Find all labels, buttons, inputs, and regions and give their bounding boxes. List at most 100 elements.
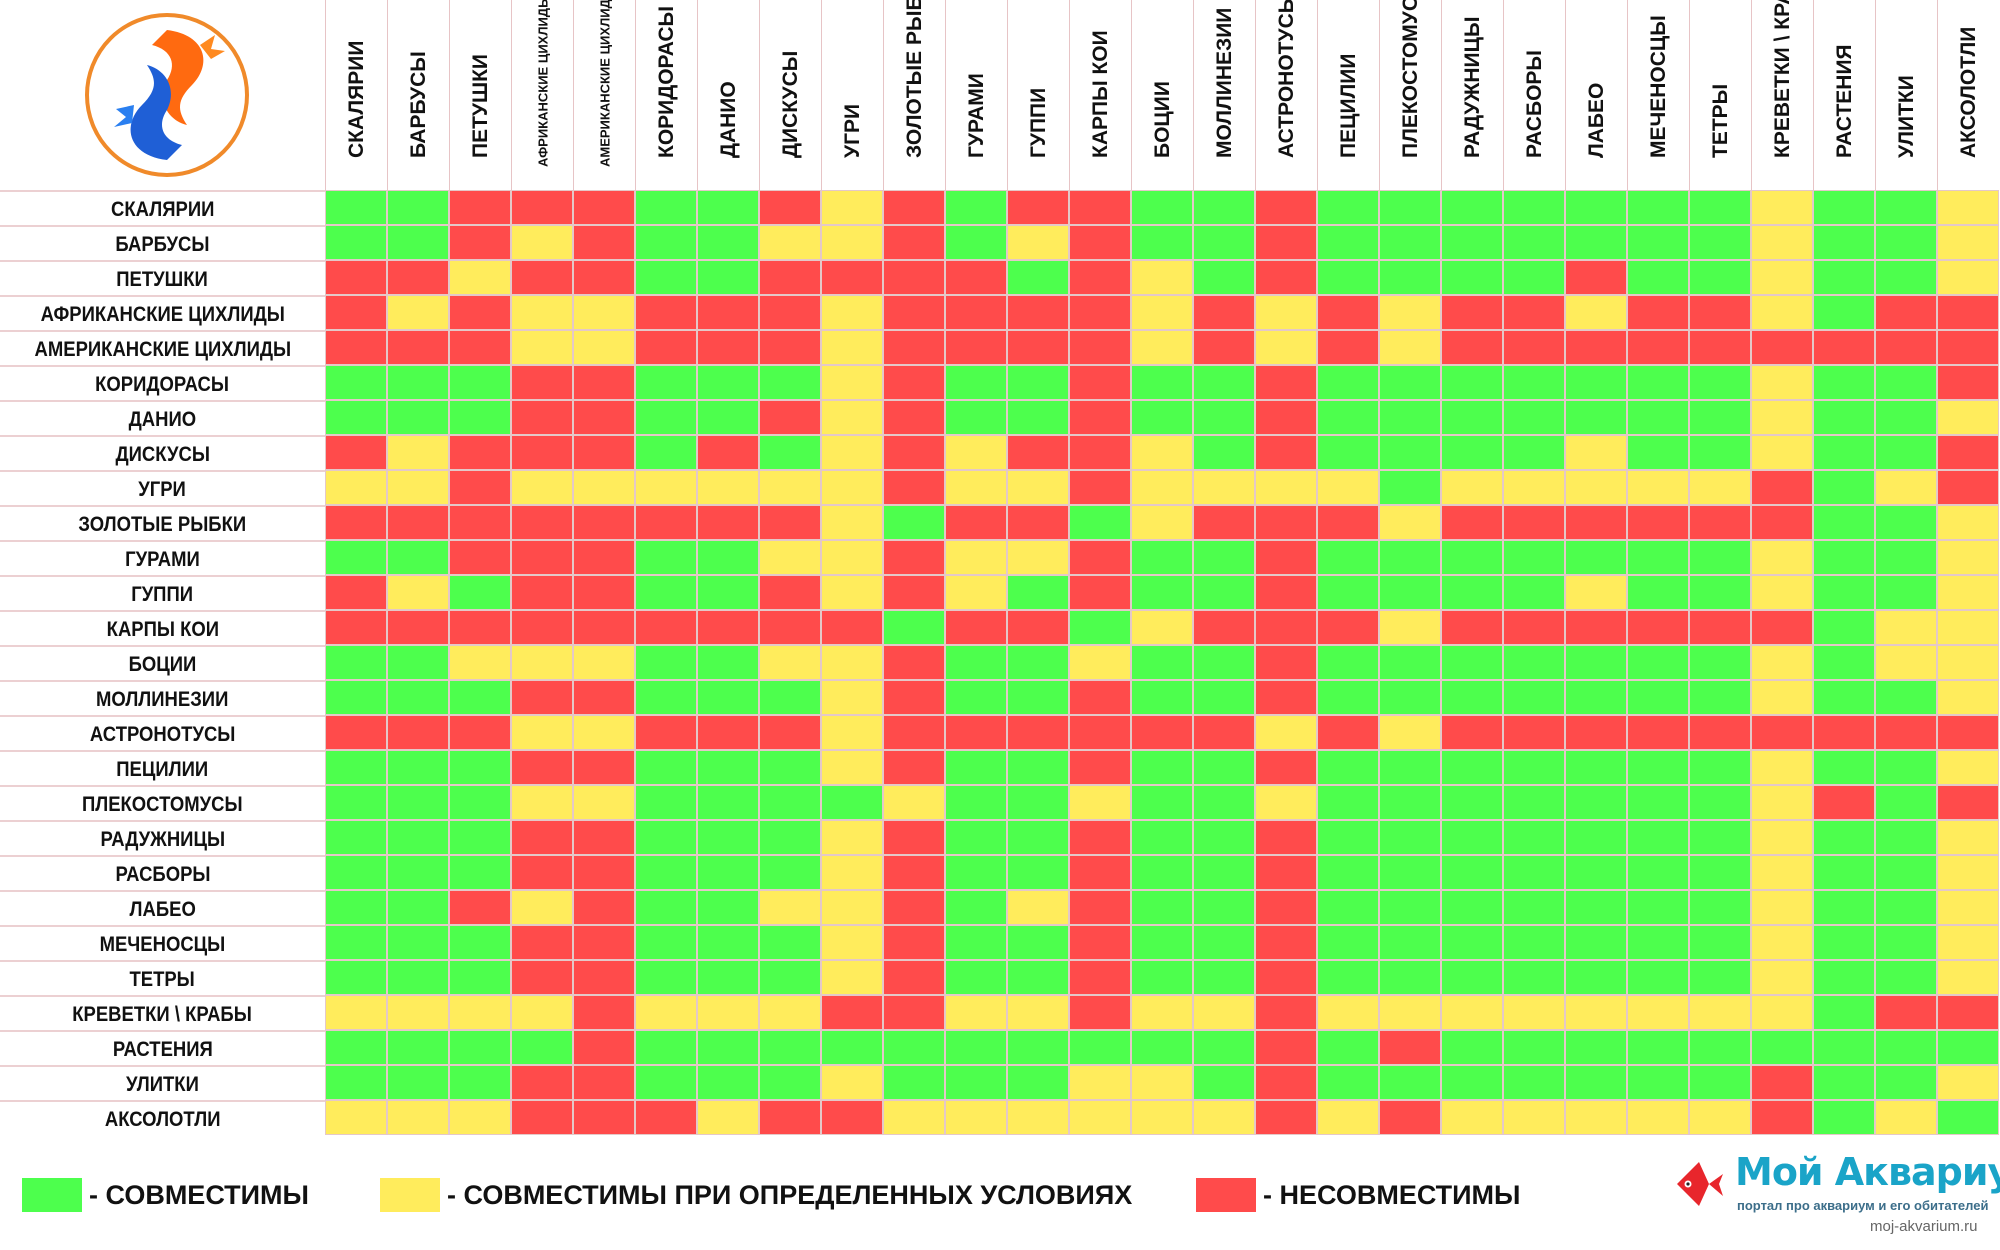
compatibility-cell <box>1875 365 1937 400</box>
compatibility-cell <box>325 890 387 925</box>
compatibility-cell <box>1441 820 1503 855</box>
compatibility-cell <box>1441 750 1503 785</box>
compatibility-cell <box>697 855 759 890</box>
compatibility-cell <box>1813 470 1875 505</box>
compatibility-cell <box>1689 1100 1751 1135</box>
compatibility-cell <box>387 505 449 540</box>
compatibility-cell <box>1069 330 1131 365</box>
compatibility-cell <box>1317 820 1379 855</box>
compatibility-cell <box>511 820 573 855</box>
compatibility-cell <box>1813 785 1875 820</box>
compatibility-cell <box>635 225 697 260</box>
compatibility-cell <box>1193 715 1255 750</box>
compatibility-cell <box>1627 750 1689 785</box>
column-header: КАРПЫ КОИ <box>1069 0 1131 190</box>
row-header: УЛИТКИ <box>0 1065 325 1100</box>
compatibility-cell <box>511 960 573 995</box>
column-header: ПЕЦИЛИИ <box>1317 0 1379 190</box>
compatibility-cell <box>1503 540 1565 575</box>
compatibility-cell <box>511 1100 573 1135</box>
compatibility-cell <box>511 295 573 330</box>
legend-swatch <box>1196 1178 1256 1212</box>
compatibility-cell <box>1875 1030 1937 1065</box>
compatibility-cell <box>1565 505 1627 540</box>
column-header-label: МОЛЛИНЕЗИИ <box>1212 7 1236 158</box>
compatibility-cell <box>1751 785 1813 820</box>
compatibility-cell <box>1689 995 1751 1030</box>
compatibility-cell <box>1813 190 1875 225</box>
compatibility-cell <box>1069 960 1131 995</box>
row-header-label: УГРИ <box>138 478 187 501</box>
compatibility-cell <box>635 575 697 610</box>
compatibility-cell <box>1255 575 1317 610</box>
compatibility-cell <box>759 820 821 855</box>
compatibility-cell <box>1875 1100 1937 1135</box>
compatibility-cell <box>1937 540 1999 575</box>
compatibility-cell <box>1007 715 1069 750</box>
compatibility-cell <box>1689 365 1751 400</box>
compatibility-cell <box>945 575 1007 610</box>
compatibility-cell <box>573 190 635 225</box>
compatibility-cell <box>697 1100 759 1135</box>
row-header: ТЕТРЫ <box>0 960 325 995</box>
compatibility-cell <box>883 400 945 435</box>
compatibility-cell <box>1751 400 1813 435</box>
compatibility-cell <box>573 960 635 995</box>
compatibility-cell <box>1503 785 1565 820</box>
row-header: БАРБУСЫ <box>0 225 325 260</box>
column-header-label: АМЕРИКАНСКИЕ ЦИХЛИДЫ <box>597 0 612 167</box>
compatibility-cell <box>1317 925 1379 960</box>
compatibility-cell <box>573 925 635 960</box>
column-header-label: РАСТЕНИЯ <box>1832 44 1856 158</box>
compatibility-cell <box>1751 330 1813 365</box>
compatibility-cell <box>325 785 387 820</box>
column-header: УГРИ <box>821 0 883 190</box>
compatibility-cell <box>1689 505 1751 540</box>
compatibility-cell <box>1875 750 1937 785</box>
compatibility-cell <box>511 225 573 260</box>
compatibility-cell <box>1751 1030 1813 1065</box>
compatibility-cell <box>387 330 449 365</box>
compatibility-cell <box>1937 715 1999 750</box>
compatibility-cell <box>1689 225 1751 260</box>
column-header: АКСОЛОТЛИ <box>1937 0 1999 190</box>
compatibility-cell <box>1193 225 1255 260</box>
logo-fish-emblem <box>85 13 249 177</box>
compatibility-cell <box>697 365 759 400</box>
compatibility-cell <box>1503 435 1565 470</box>
compatibility-cell <box>945 715 1007 750</box>
compatibility-cell <box>1069 295 1131 330</box>
compatibility-cell <box>1193 260 1255 295</box>
compatibility-cell <box>759 1100 821 1135</box>
compatibility-cell <box>1317 470 1379 505</box>
compatibility-cell <box>821 855 883 890</box>
row-header: ЛАБЕО <box>0 890 325 925</box>
compatibility-cell <box>1193 540 1255 575</box>
compatibility-cell <box>635 330 697 365</box>
compatibility-cell <box>387 575 449 610</box>
compatibility-cell <box>821 925 883 960</box>
compatibility-cell <box>1751 470 1813 505</box>
compatibility-cell <box>635 715 697 750</box>
compatibility-cell <box>759 995 821 1030</box>
compatibility-cell <box>387 470 449 505</box>
row-header: АМЕРИКАНСКИЕ ЦИХЛИДЫ <box>0 330 325 365</box>
compatibility-cell <box>1813 610 1875 645</box>
compatibility-cell <box>1627 400 1689 435</box>
compatibility-cell <box>1813 750 1875 785</box>
compatibility-cell <box>1379 260 1441 295</box>
compatibility-cell <box>1627 995 1689 1030</box>
row-header-label: ГУРАМИ <box>125 548 200 571</box>
compatibility-cell <box>1689 610 1751 645</box>
compatibility-cell <box>1131 1065 1193 1100</box>
compatibility-cell <box>449 785 511 820</box>
compatibility-cell <box>1069 1065 1131 1100</box>
compatibility-cell <box>635 365 697 400</box>
compatibility-cell <box>1503 820 1565 855</box>
row-header: ГУРАМИ <box>0 540 325 575</box>
compatibility-cell <box>1565 1030 1627 1065</box>
compatibility-cell <box>387 785 449 820</box>
row-header-label: ПЕЦИЛИИ <box>116 758 209 781</box>
compatibility-cell <box>945 1065 1007 1100</box>
compatibility-cell <box>883 575 945 610</box>
